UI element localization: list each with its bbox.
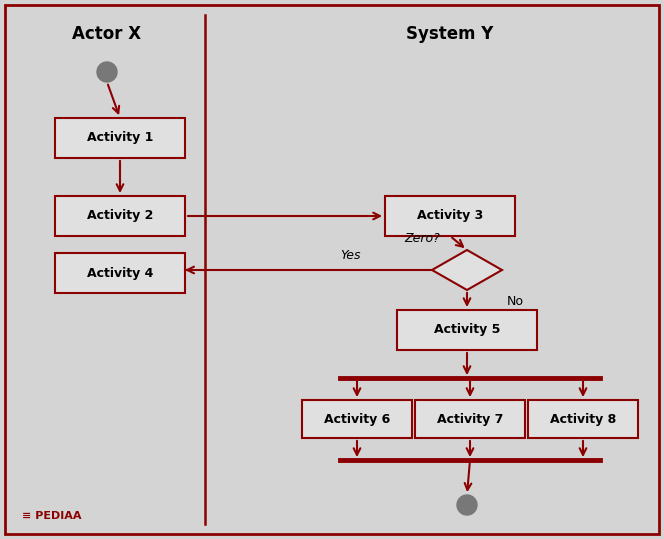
Bar	[385, 196, 515, 236]
Circle shape	[457, 495, 477, 515]
Text: Activity 8: Activity 8	[550, 412, 616, 425]
Bar	[302, 400, 412, 438]
Bar	[415, 400, 525, 438]
Bar	[55, 196, 185, 236]
Polygon shape	[432, 250, 502, 290]
Text: ≡ PEDIAA: ≡ PEDIAA	[22, 511, 82, 521]
Bar	[528, 400, 638, 438]
Text: Activity 6: Activity 6	[324, 412, 390, 425]
Text: Yes: Yes	[340, 249, 361, 262]
Bar	[55, 253, 185, 293]
Text: Activity 4: Activity 4	[87, 266, 153, 280]
Text: Activity 7: Activity 7	[437, 412, 503, 425]
Text: Activity 5: Activity 5	[434, 323, 500, 336]
Text: No: No	[507, 295, 524, 308]
Circle shape	[97, 62, 117, 82]
Text: Actor X: Actor X	[72, 25, 141, 43]
Text: Activity 1: Activity 1	[87, 132, 153, 144]
Text: Activity 2: Activity 2	[87, 210, 153, 223]
Bar	[397, 310, 537, 350]
Bar	[55, 118, 185, 158]
Text: Activity 3: Activity 3	[417, 210, 483, 223]
Text: System Y: System Y	[406, 25, 494, 43]
Text: Zero?: Zero?	[404, 232, 440, 245]
